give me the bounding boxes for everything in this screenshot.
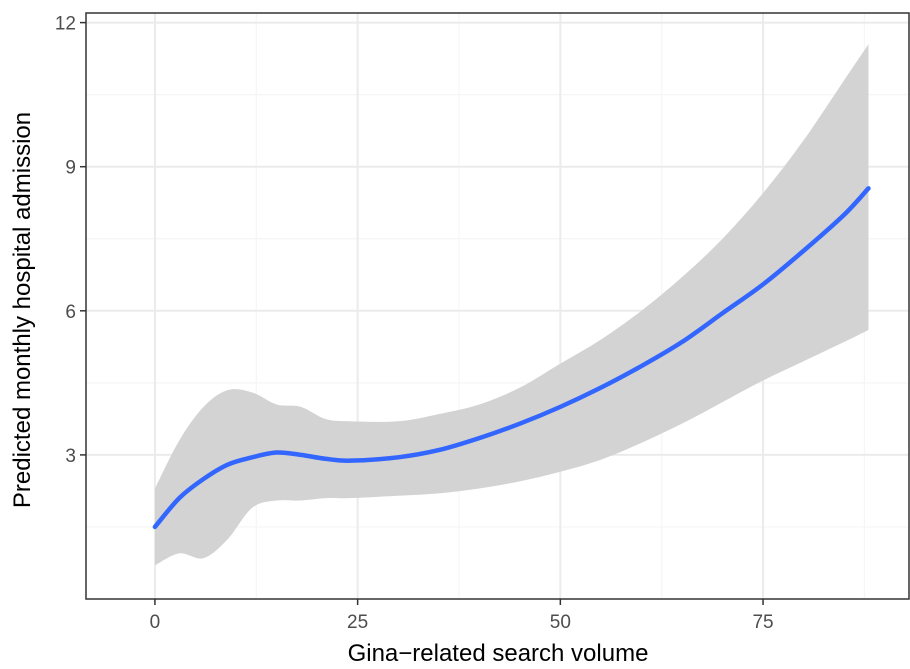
y-axis: 3 6 9 12: [55, 14, 86, 467]
panel-border: [85, 12, 910, 600]
y-tick-label: 3: [65, 446, 76, 467]
x-axis-title: Gina−related search volume: [348, 640, 649, 664]
panel-frame: [85, 12, 910, 600]
y-tick-label: 6: [65, 302, 76, 323]
y-tick-label: 9: [65, 158, 76, 179]
x-tick-label: 0: [150, 612, 161, 633]
y-axis-title: Predicted monthly hospital admission: [9, 112, 36, 508]
confidence-band-layer: [154, 44, 869, 566]
confidence-band: [154, 44, 869, 566]
x-tick-label: 50: [550, 612, 571, 633]
x-tick-label: 75: [752, 612, 773, 633]
x-axis: 0 25 50 75: [150, 599, 774, 633]
fit-line-layer: [152, 186, 871, 530]
y-tick-label: 12: [55, 14, 76, 35]
x-tick-label: 25: [347, 612, 368, 633]
fit-line: [152, 186, 871, 530]
